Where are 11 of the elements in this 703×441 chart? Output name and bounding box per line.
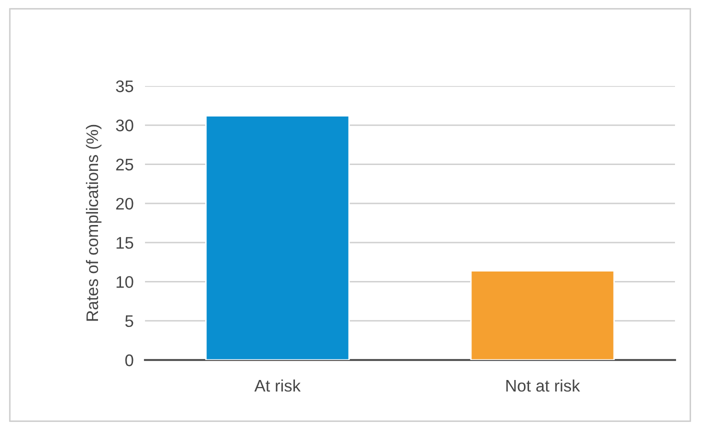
y-axis-title: Rates of complications (%) bbox=[86, 124, 102, 321]
y-tick-label: 30 bbox=[116, 120, 134, 132]
x-tick-label: At risk bbox=[254, 379, 301, 392]
y-tick-label: 5 bbox=[125, 315, 134, 328]
y-tick-label: 20 bbox=[116, 198, 134, 210]
y-tick-label: 25 bbox=[116, 158, 134, 170]
x-tick-label: Not at risk bbox=[506, 379, 580, 392]
y-tick-label: 35 bbox=[116, 80, 134, 92]
y-tick-label: 0 bbox=[125, 354, 134, 366]
y-tick-label: 15 bbox=[116, 237, 134, 249]
y-tick-label: 10 bbox=[116, 276, 134, 288]
